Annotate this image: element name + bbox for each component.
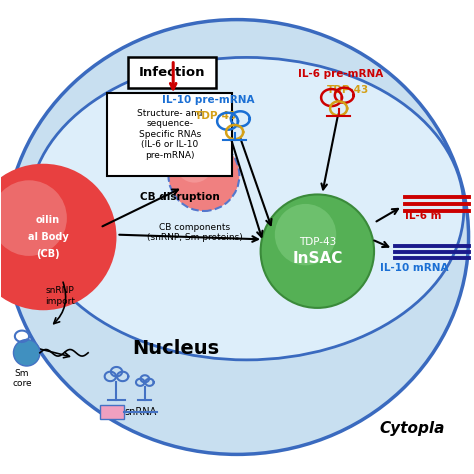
Text: CB components
(snRNP, Sm proteins): CB components (snRNP, Sm proteins) (146, 223, 242, 242)
Text: Structure- and
sequence-
Specific RNAs
(IL-6 or IL-10
pre-mRNA): Structure- and sequence- Specific RNAs (… (137, 109, 202, 160)
Circle shape (168, 140, 239, 211)
Text: CB disruption: CB disruption (140, 192, 220, 202)
Text: IL-10 pre-mRNA: IL-10 pre-mRNA (163, 95, 255, 105)
Text: al Body: al Body (27, 232, 68, 242)
Ellipse shape (5, 19, 469, 455)
Ellipse shape (29, 57, 464, 360)
Circle shape (0, 164, 117, 310)
Text: (CB): (CB) (36, 248, 60, 258)
Text: InSAC: InSAC (292, 251, 343, 266)
Text: snRNA: snRNA (124, 407, 156, 417)
Text: TDP-43: TDP-43 (299, 237, 336, 247)
Circle shape (261, 194, 374, 308)
Text: oilin: oilin (36, 216, 60, 226)
FancyBboxPatch shape (107, 93, 232, 175)
Text: IL-6 m: IL-6 m (405, 211, 442, 221)
Text: Nucleus: Nucleus (132, 338, 219, 357)
Text: snRNP
import: snRNP import (45, 286, 75, 306)
Circle shape (0, 180, 67, 256)
Text: Sm
core: Sm core (12, 369, 32, 389)
Bar (100, 405, 124, 419)
Text: IL-6 pre-mRNA: IL-6 pre-mRNA (298, 69, 383, 79)
Circle shape (13, 339, 40, 366)
Text: Infection: Infection (139, 66, 205, 79)
Text: TDP-43: TDP-43 (327, 85, 369, 95)
Text: IL-10 mRNA: IL-10 mRNA (380, 263, 448, 273)
Text: Cytopla: Cytopla (379, 421, 445, 436)
Circle shape (275, 204, 336, 265)
Text: TDP-43: TDP-43 (195, 111, 237, 121)
Circle shape (175, 145, 213, 182)
FancyBboxPatch shape (128, 57, 216, 88)
